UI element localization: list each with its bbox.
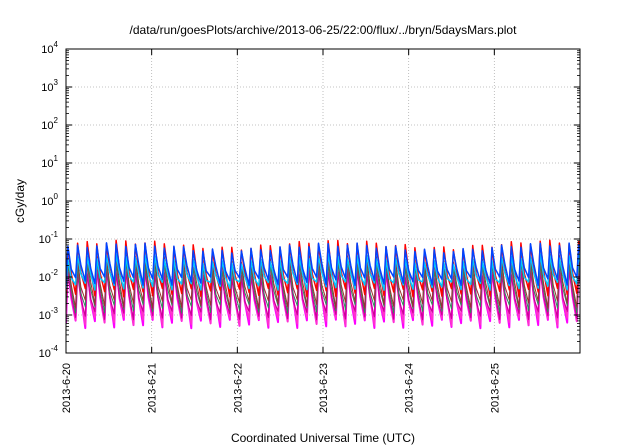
x-tick-label: 2013-6-25 [489, 363, 501, 413]
y-tick-label: 104 [41, 40, 58, 56]
axis-ticks [65, 48, 580, 354]
chart-title: /data/run/goesPlots/archive/2013-06-25/2… [130, 23, 518, 37]
x-axis-label: Coordinated Universal Time (UTC) [231, 431, 415, 445]
y-tick-label: 10-1 [39, 230, 59, 246]
y-tick-labels: 10-4 10-3 10-2 10-1 100 101 102 103 104 [39, 40, 59, 360]
series-line [66, 242, 580, 287]
y-tick-label: 10-3 [39, 306, 59, 322]
y-tick-label: 102 [41, 116, 58, 132]
x-tick-labels: 2013-6-20 2013-6-21 2013-6-22 2013-6-23 2013… [61, 363, 501, 413]
y-tick-label: 10-2 [39, 268, 59, 284]
y-tick-label: 100 [41, 192, 58, 208]
x-tick-label: 2013-6-23 [318, 363, 330, 413]
y-axis-label: cGy/day [13, 179, 27, 223]
y-tick-label: 103 [41, 78, 58, 94]
y-tick-label: 10-4 [39, 344, 59, 360]
x-tick-label: 2013-6-21 [147, 363, 159, 413]
series-group [66, 239, 580, 330]
y-tick-label: 101 [41, 154, 58, 170]
x-tick-label: 2013-6-22 [232, 363, 244, 413]
x-tick-label: 2013-6-20 [61, 363, 73, 413]
x-tick-label: 2013-6-24 [404, 363, 416, 413]
